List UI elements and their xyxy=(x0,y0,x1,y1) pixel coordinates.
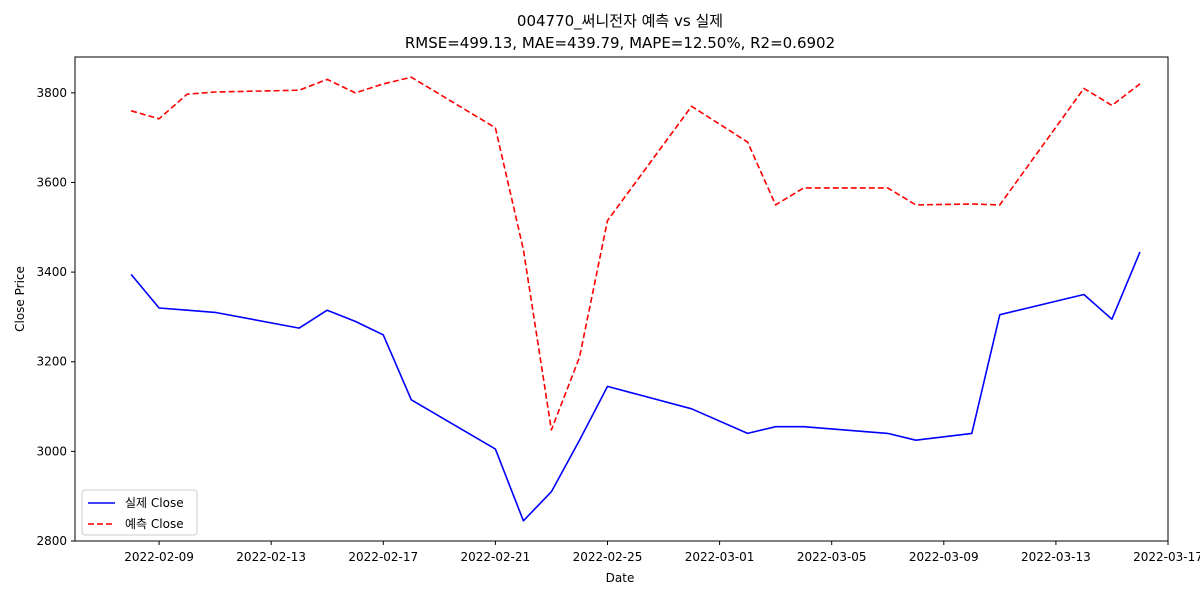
x-tick-label: 2022-03-17 xyxy=(1133,550,1200,564)
plot-area xyxy=(130,76,1141,522)
x-tick-label: 2022-03-01 xyxy=(685,550,755,564)
y-axis-label: Close Price xyxy=(13,266,27,332)
x-tick-label: 2022-03-09 xyxy=(909,550,979,564)
y-tick-label: 3200 xyxy=(36,355,67,369)
x-tick-label: 2022-02-25 xyxy=(573,550,643,564)
plot-frame xyxy=(74,56,1169,542)
x-tick-label: 2022-02-21 xyxy=(461,550,531,564)
x-tick-label: 2022-02-17 xyxy=(348,550,418,564)
y-tick-label: 2800 xyxy=(36,534,67,548)
chart-subtitle: RMSE=499.13, MAE=439.79, MAPE=12.50%, R2… xyxy=(405,34,835,52)
series-line-1 xyxy=(130,251,1141,522)
x-tick-label: 2022-02-09 xyxy=(124,550,194,564)
y-tick-label: 3400 xyxy=(36,265,67,279)
legend: 실제 Close 예측 Close xyxy=(81,489,198,536)
series-line-2 xyxy=(130,76,1141,431)
legend-label-2: 예측 Close xyxy=(125,517,184,531)
legend-label-1: 실제 Close xyxy=(125,496,184,510)
y-tick-label: 3800 xyxy=(36,86,67,100)
y-tick-label: 3600 xyxy=(36,175,67,189)
y-axis: 2800 3000 3200 3400 3600 3800 xyxy=(36,86,75,548)
x-tick-label: 2022-02-13 xyxy=(236,550,306,564)
chart-title: 004770_써니전자 예측 vs 실제 xyxy=(517,12,723,31)
y-tick-label: 3000 xyxy=(36,444,67,458)
x-axis-label: Date xyxy=(606,571,635,585)
x-tick-label: 2022-03-05 xyxy=(797,550,867,564)
x-tick-label: 2022-03-13 xyxy=(1021,550,1091,564)
x-axis: 2022-02-09 2022-02-13 2022-02-17 2022-02-21… xyxy=(124,541,1200,564)
